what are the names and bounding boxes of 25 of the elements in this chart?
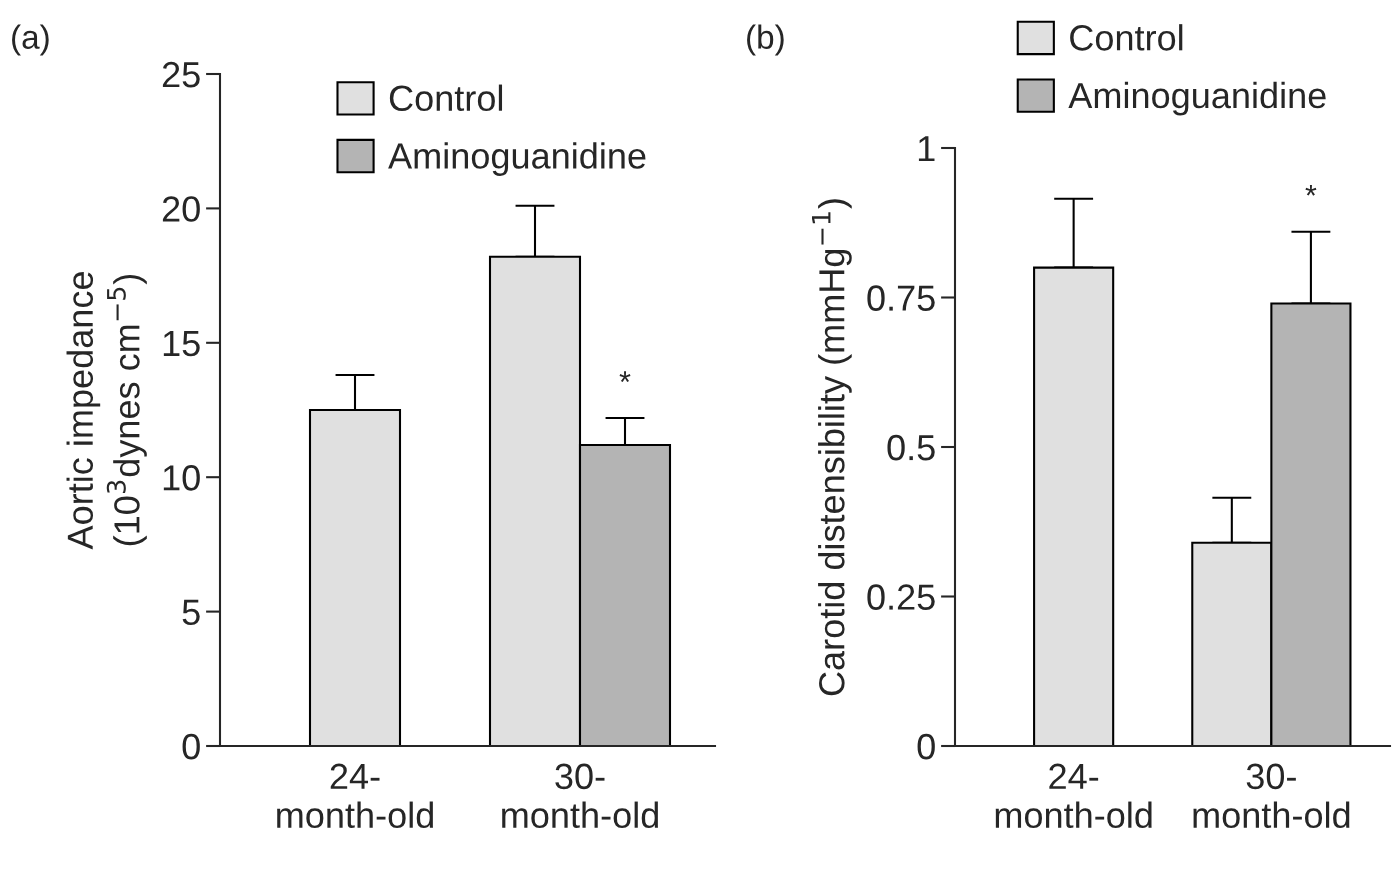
legend-label: Control (1070, 24, 1183, 51)
y-tick-label: 15 (163, 331, 200, 357)
y-tick-label: 1 (918, 136, 935, 162)
x-tick-label: 24- month-old (995, 763, 1152, 829)
y-axis-title: Aortic impedance (10$^{3}$dynes cm$^{−5}$) (66, 272, 147, 550)
x-tick-label: 30- month-old (1193, 763, 1350, 829)
y-tick-label: 0 (917, 733, 935, 760)
chart-title: (a) (12, 24, 49, 56)
x-tick-label: 30- month-old (502, 763, 658, 829)
legend-label: Aminoguanidine (1068, 81, 1326, 116)
y-tick-label: 10 (163, 465, 200, 491)
y-tick-label: 25 (162, 61, 200, 88)
x-tick-label: 24- month-old (277, 763, 433, 829)
y-tick-label: 0.5 (887, 434, 935, 461)
annotation: * (619, 371, 631, 382)
y-tick-label: 5 (182, 599, 200, 626)
y-tick-label: 0 (182, 733, 200, 760)
y-axis-title: Carotid distensibility (mmHg$^{−1}$) (812, 199, 852, 696)
legend-label: Control (389, 84, 503, 112)
annotation: * (1305, 184, 1317, 196)
y-tick-label: 0.75 (867, 285, 935, 311)
y-tick-label: 20 (162, 196, 200, 222)
legend-label: Aminoguanidine (388, 142, 646, 176)
y-tick-label: 0.25 (867, 584, 935, 610)
chart-title: (b) (747, 24, 784, 56)
